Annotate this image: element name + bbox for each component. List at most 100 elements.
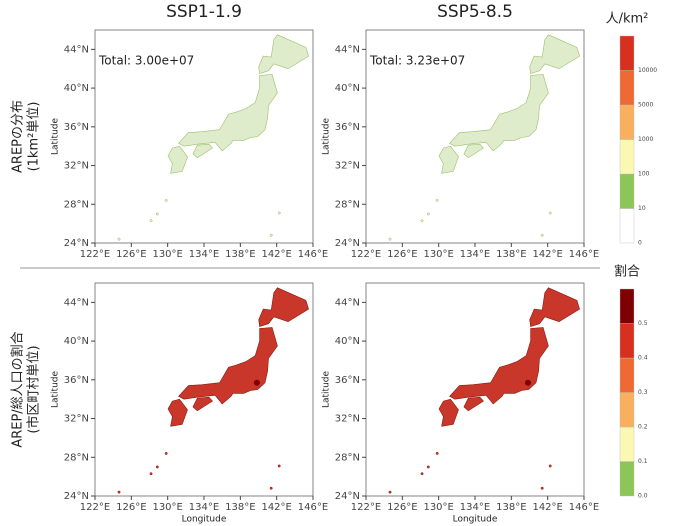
japan-outline — [178, 74, 278, 152]
y-axis-label: Latitude — [51, 371, 61, 409]
colorbar-tick-label: 0.0 — [638, 493, 648, 500]
colorbar-segment — [619, 288, 635, 324]
japan-outline — [192, 396, 213, 412]
island — [164, 198, 168, 202]
japan-outline — [463, 143, 484, 159]
japan-outline — [438, 145, 459, 174]
colorbar-title: 割合 — [614, 264, 640, 280]
island — [435, 451, 439, 455]
column-title: SSP1-1.9 — [166, 2, 242, 22]
colorbar-segment — [619, 173, 635, 209]
lon-tick-label: 122°E — [80, 249, 110, 260]
colorbar-segment — [619, 70, 635, 106]
colorbar-tick-label: 0.2 — [638, 424, 648, 431]
lat-tick-label: 40°N — [335, 336, 360, 347]
island — [117, 490, 121, 494]
lon-tick-label: 126°E — [116, 502, 146, 513]
lon-tick-label: 122°E — [80, 502, 110, 513]
colorbar-segment — [619, 426, 635, 462]
lon-tick-label: 134°E — [460, 249, 490, 260]
colorbar-segment — [619, 208, 635, 244]
island — [426, 465, 430, 469]
island — [277, 211, 281, 215]
island — [149, 472, 153, 476]
lat-tick-label: 40°N — [64, 336, 89, 347]
colorbar-segment — [619, 357, 635, 393]
colorbar-segment — [619, 323, 635, 359]
japan-outline — [192, 143, 213, 159]
lon-tick-label: 138°E — [496, 502, 526, 513]
lon-tick-label: 122°E — [351, 249, 381, 260]
y-axis-label: Latitude — [322, 371, 332, 409]
colorbar-segment — [619, 461, 635, 497]
island — [388, 237, 392, 241]
lon-tick-label: 142°E — [261, 502, 291, 513]
japan-outline — [167, 145, 188, 174]
japan-outline — [258, 34, 309, 74]
lat-tick-label: 36°N — [335, 375, 360, 386]
x-axis-label: Longitude — [453, 515, 498, 525]
japan-outline — [529, 34, 580, 74]
lat-tick-label: 44°N — [64, 297, 89, 308]
japan-outline — [178, 327, 278, 405]
lon-tick-label: 126°E — [387, 249, 417, 260]
lat-tick-label: 28°N — [64, 199, 89, 210]
island — [548, 211, 552, 215]
japan-outline — [449, 74, 549, 152]
colorbar-segment — [619, 392, 635, 428]
column-title: SSP5-8.5 — [437, 2, 513, 22]
lat-tick-label: 32°N — [335, 414, 360, 425]
island — [388, 490, 392, 494]
island — [149, 219, 153, 223]
lon-tick-label: 122°E — [351, 502, 381, 513]
lon-tick-label: 126°E — [387, 502, 417, 513]
lon-tick-label: 134°E — [189, 502, 219, 513]
colorbar-tick-label: 0 — [638, 240, 642, 247]
lat-tick-label: 44°N — [335, 297, 360, 308]
row-label: (1km²単位) — [26, 102, 42, 172]
colorbar-tick-label: 10000 — [638, 67, 657, 74]
japan-outline — [463, 396, 484, 412]
lat-tick-label: 44°N — [335, 44, 360, 55]
lon-tick-label: 138°E — [225, 249, 255, 260]
colorbar-tick-label: 5000 — [638, 102, 653, 109]
island — [426, 212, 430, 216]
lat-tick-label: 40°N — [64, 83, 89, 94]
hotspot — [253, 379, 260, 386]
colorbar-tick-label: 0.5 — [638, 320, 648, 327]
lon-tick-label: 146°E — [298, 249, 328, 260]
lat-tick-label: 24°N — [64, 238, 89, 249]
island — [155, 212, 159, 216]
lon-tick-label: 142°E — [261, 249, 291, 260]
japan-outline — [258, 287, 309, 327]
lon-tick-label: 126°E — [116, 249, 146, 260]
row-label: AREP/総人口の割合 — [10, 331, 26, 447]
lon-tick-label: 130°E — [152, 249, 182, 260]
lon-tick-label: 138°E — [496, 249, 526, 260]
lon-tick-label: 130°E — [423, 249, 453, 260]
japan-outline — [449, 327, 549, 405]
colorbar-segment — [619, 104, 635, 140]
japan-outline — [438, 398, 459, 427]
row-label: AREPの分布 — [11, 100, 26, 173]
lat-tick-label: 32°N — [64, 161, 89, 172]
colorbar-tick-label: 1000 — [638, 136, 653, 143]
y-axis-label: Latitude — [51, 118, 61, 156]
colorbar-segment — [619, 35, 635, 71]
lat-tick-label: 28°N — [64, 452, 89, 463]
lat-tick-label: 36°N — [335, 122, 360, 133]
lat-tick-label: 24°N — [64, 491, 89, 502]
lon-tick-label: 146°E — [569, 502, 599, 513]
colorbar-tick-label: 0.1 — [638, 458, 648, 465]
colorbar-tick-label: 0.3 — [638, 389, 648, 396]
lat-tick-label: 32°N — [335, 161, 360, 172]
lon-tick-label: 146°E — [298, 502, 328, 513]
island — [277, 464, 281, 468]
island — [269, 233, 273, 237]
island — [117, 237, 121, 241]
lon-tick-label: 130°E — [423, 502, 453, 513]
lon-tick-label: 146°E — [569, 249, 599, 260]
island — [269, 486, 273, 490]
island — [420, 472, 424, 476]
